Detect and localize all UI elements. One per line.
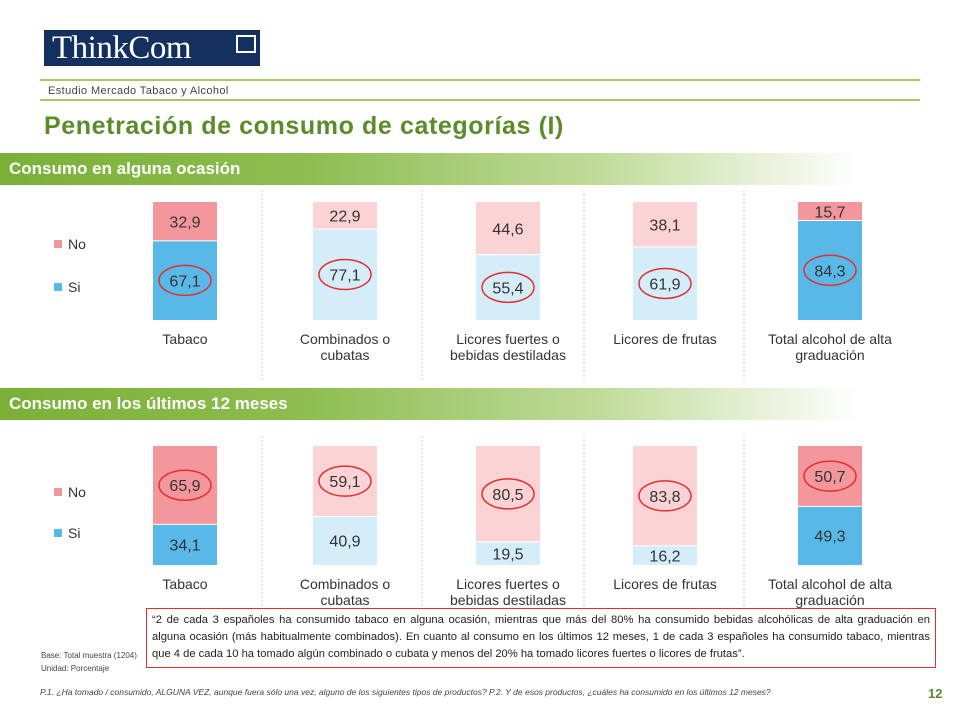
legend-no-swatch — [54, 488, 62, 497]
section-band-alguna-ocasion: Consumo en alguna ocasión — [0, 153, 860, 185]
category-label: Combinados o — [300, 331, 390, 347]
section-label: Consumo en los últimos 12 meses — [9, 394, 288, 413]
bar-si — [313, 229, 377, 320]
bar-no — [633, 446, 697, 546]
category-label: bebidas destiladas — [450, 347, 566, 363]
data-label-si: 77,1 — [329, 268, 360, 285]
data-label-no: 65,9 — [169, 478, 200, 495]
section-label: Consumo en alguna ocasión — [9, 159, 241, 178]
data-label-si: 61,9 — [649, 276, 680, 293]
category-label: Licores fuertes o — [456, 331, 560, 347]
highlight-ring — [481, 478, 535, 510]
bar-si — [633, 246, 697, 320]
logo-box-icon — [236, 35, 256, 53]
data-label-no: 38,1 — [649, 217, 680, 234]
question-footnote: P.1. ¿Ha tomado / consumido, ALGUNA VEZ,… — [40, 687, 771, 697]
category-label: Licores de frutas — [613, 331, 717, 347]
data-label-no: 22,9 — [329, 209, 360, 226]
bar-no — [798, 446, 862, 507]
data-label-no: 80,5 — [492, 487, 523, 504]
legend-no-label: No — [68, 484, 86, 500]
category-label: bebidas destiladas — [450, 592, 566, 608]
data-label-si: 34,1 — [169, 538, 200, 555]
category-label: graduación — [795, 347, 864, 363]
summary-quote: “2 de cada 3 españoles ha consumido taba… — [146, 608, 936, 668]
bar-no — [798, 202, 862, 221]
data-label-si: 49,3 — [814, 529, 845, 546]
legend-no: No — [54, 236, 86, 252]
data-label-no: 32,9 — [169, 214, 200, 231]
highlight-ring — [318, 258, 372, 291]
bar-si — [153, 240, 217, 320]
chart-svg: 34,1 65,9 Tabaco 40,9 59,1 Combinados ocubata… — [153, 436, 892, 626]
data-label-no: 83,8 — [649, 489, 680, 506]
highlight-ring — [803, 460, 857, 492]
data-label-no: 59,1 — [329, 474, 360, 491]
data-label-no: 50,7 — [814, 469, 845, 486]
chart-alguna-ocasion: 67,1 32,9 Tabaco 77,1 22,9 Combinados o cubata… — [0, 190, 960, 390]
legend-si-swatch — [54, 283, 62, 292]
legend-si-label: Si — [68, 279, 81, 295]
logo-text: ThinkCom — [52, 30, 192, 66]
legend-no-swatch — [54, 240, 62, 249]
category-label: Tabaco — [162, 331, 207, 347]
category-label: Tabaco — [162, 576, 207, 592]
legend-si: Si — [54, 279, 80, 295]
bar-si — [633, 545, 697, 565]
data-label-si: 40,9 — [329, 534, 360, 551]
base-note: Base: Total muestra (1204) — [41, 651, 137, 660]
header-rule-top — [40, 79, 920, 81]
bar-no — [476, 446, 540, 542]
data-label-si: 67,1 — [169, 273, 200, 290]
highlight-ring — [638, 480, 692, 512]
bar-si — [476, 541, 540, 565]
bar-si — [313, 516, 377, 565]
highlight-ring — [638, 267, 692, 300]
category-label: Licores fuertes o — [456, 576, 560, 592]
data-label-si: 55,4 — [492, 280, 523, 297]
study-name: Estudio Mercado Tabaco y Alcohol — [48, 85, 229, 97]
category-label: Total alcohol de alta — [768, 576, 892, 592]
bar-no — [153, 446, 217, 525]
highlight-ring — [158, 264, 212, 297]
section-band-ultimos-12-meses: Consumo en los últimos 12 meses — [0, 388, 860, 420]
bar-si — [798, 506, 862, 565]
legend-si-label: Si — [68, 525, 81, 541]
category-label: graduación — [795, 592, 864, 608]
chart-ultimos-12-meses: 34,1 65,9 Tabaco 40,9 59,1 Combinados o cubata… — [0, 436, 960, 636]
legend-si: Si — [54, 525, 80, 541]
bar-no — [153, 202, 217, 241]
page-number: 12 — [928, 686, 943, 701]
data-label-si: 84,3 — [814, 263, 845, 280]
data-label-no: 44,6 — [492, 221, 523, 238]
data-label-si: 16,2 — [649, 548, 680, 565]
header-rule-bottom — [40, 99, 920, 101]
category-label: cubatas — [320, 592, 369, 608]
chart-svg: 67,1 32,9 Tabaco 77,1 22,9 Combinados ocubata… — [153, 190, 892, 380]
unit-note: Unidad: Porcentaje — [41, 664, 110, 673]
category-label: Combinados o — [300, 576, 390, 592]
page-title: Penetración de consumo de categorías (I) — [44, 112, 564, 140]
bar-no — [476, 202, 540, 255]
highlight-ring — [158, 469, 212, 501]
data-label-si: 19,5 — [492, 546, 523, 563]
highlight-ring — [318, 465, 372, 497]
legend-no: No — [54, 484, 86, 500]
highlight-ring — [481, 271, 535, 304]
bar-si — [153, 524, 217, 565]
highlight-ring — [803, 254, 857, 287]
category-label: cubatas — [320, 347, 369, 363]
category-label: Licores de frutas — [613, 576, 717, 592]
thinkcom-logo: ThinkCom — [44, 30, 260, 66]
category-label: Total alcohol de alta — [768, 331, 892, 347]
bar-no — [633, 202, 697, 247]
data-label-no: 15,7 — [814, 204, 845, 221]
legend-no-label: No — [68, 236, 86, 252]
bar-no — [313, 446, 377, 517]
bar-no — [313, 202, 377, 230]
legend-si-swatch — [54, 529, 62, 538]
bar-si — [476, 254, 540, 320]
bar-si — [798, 220, 862, 320]
